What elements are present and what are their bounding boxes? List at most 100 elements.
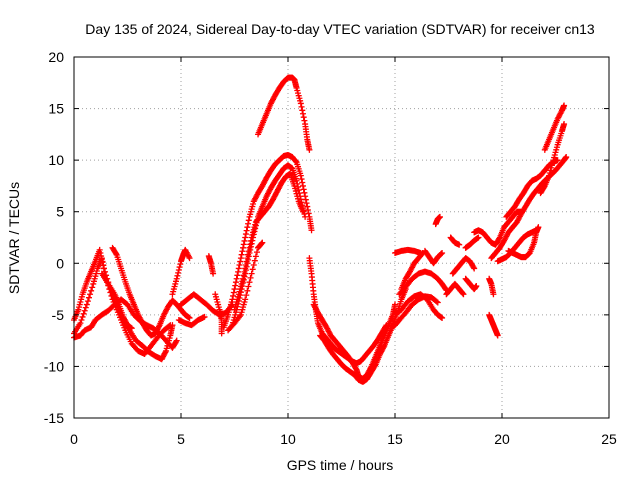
series-track-aa	[449, 255, 478, 277]
data-point	[300, 114, 307, 121]
data-point	[175, 266, 182, 273]
y-tick-labels: -15 -10 -5 0 5 10 15 20	[44, 49, 64, 426]
data-point	[470, 264, 477, 271]
series-track-o	[255, 74, 313, 153]
data-point	[102, 268, 109, 275]
series-track-d	[109, 244, 193, 339]
data-point	[304, 203, 311, 210]
data-point	[237, 258, 244, 265]
data-point	[97, 249, 104, 256]
data-point	[245, 217, 252, 224]
x-tick-label: 0	[70, 431, 78, 447]
series-track-v	[396, 268, 450, 298]
y-tick-label: 15	[48, 101, 64, 117]
series-track-c	[71, 296, 180, 351]
data-point	[242, 234, 249, 241]
data-point	[247, 274, 254, 281]
series-track-w	[392, 246, 424, 256]
data-point	[259, 239, 266, 246]
data-point	[475, 234, 482, 241]
data-point	[299, 182, 306, 189]
data-point	[258, 240, 265, 247]
data-point	[231, 286, 238, 293]
data-point	[85, 294, 92, 301]
data-point	[80, 310, 87, 317]
data-point	[535, 224, 542, 231]
data-point	[96, 246, 103, 253]
data-point	[300, 186, 307, 193]
data-point	[88, 287, 95, 294]
data-point	[459, 290, 466, 297]
data-point	[299, 208, 306, 215]
data-point	[240, 241, 247, 248]
data-point	[308, 227, 315, 234]
series-track-n	[225, 239, 266, 334]
data-point	[177, 261, 184, 268]
series-track-al	[537, 121, 568, 197]
x-tick-labels: 0 5 10 15 20 25	[70, 431, 617, 447]
series-track-ab	[443, 280, 467, 298]
data-point	[237, 255, 244, 262]
series-track-ak	[505, 224, 542, 261]
data-point	[392, 301, 398, 308]
data-point	[561, 121, 568, 128]
series-track-r	[317, 286, 409, 385]
data-point	[173, 338, 180, 345]
data-point	[243, 258, 250, 265]
data-point	[246, 279, 253, 286]
data-point	[169, 322, 176, 329]
series-track-af	[486, 275, 497, 298]
data-point	[98, 256, 105, 263]
data-point	[561, 102, 568, 109]
data-point	[248, 270, 255, 277]
data-point	[298, 176, 305, 183]
data-point	[241, 268, 248, 275]
data-point	[244, 255, 251, 262]
data-point	[113, 250, 120, 257]
data-point	[439, 314, 446, 321]
data-point	[241, 237, 248, 244]
series-track-l	[229, 162, 309, 329]
data-point	[243, 227, 250, 234]
data-point	[81, 307, 88, 314]
data-point	[175, 269, 182, 276]
data-point	[235, 265, 242, 272]
series-track-i	[205, 253, 217, 277]
data-point	[234, 272, 241, 279]
data-point	[87, 291, 94, 298]
series-track-am	[541, 102, 568, 153]
data-point	[232, 282, 239, 289]
data-point	[174, 272, 181, 279]
x-tick-label: 10	[280, 431, 296, 447]
data-point	[100, 262, 107, 269]
series-track-ah	[488, 154, 570, 262]
data-point	[230, 289, 237, 296]
series-track-b	[71, 246, 176, 363]
data-point	[292, 158, 299, 165]
series-track-k	[220, 151, 315, 331]
data-point	[100, 265, 107, 272]
y-tick-label: -5	[52, 307, 65, 323]
x-tick-label: 15	[387, 431, 403, 447]
data-point	[306, 146, 313, 153]
data-point	[299, 110, 306, 117]
data-point	[99, 259, 106, 266]
data-point	[79, 313, 86, 320]
series-track-h	[175, 313, 208, 329]
data-point	[238, 251, 245, 258]
data-point	[186, 314, 193, 321]
data-point	[253, 249, 260, 256]
data-point	[245, 248, 252, 255]
data-point	[494, 332, 501, 339]
data-point	[563, 154, 570, 161]
data-point	[247, 237, 254, 244]
data-point	[299, 179, 306, 186]
data-point	[240, 244, 247, 251]
data-point	[490, 291, 497, 298]
data-point	[235, 268, 242, 275]
data-point	[433, 298, 440, 305]
data-point	[302, 213, 309, 220]
data-point	[417, 249, 424, 256]
data-point	[436, 213, 443, 220]
